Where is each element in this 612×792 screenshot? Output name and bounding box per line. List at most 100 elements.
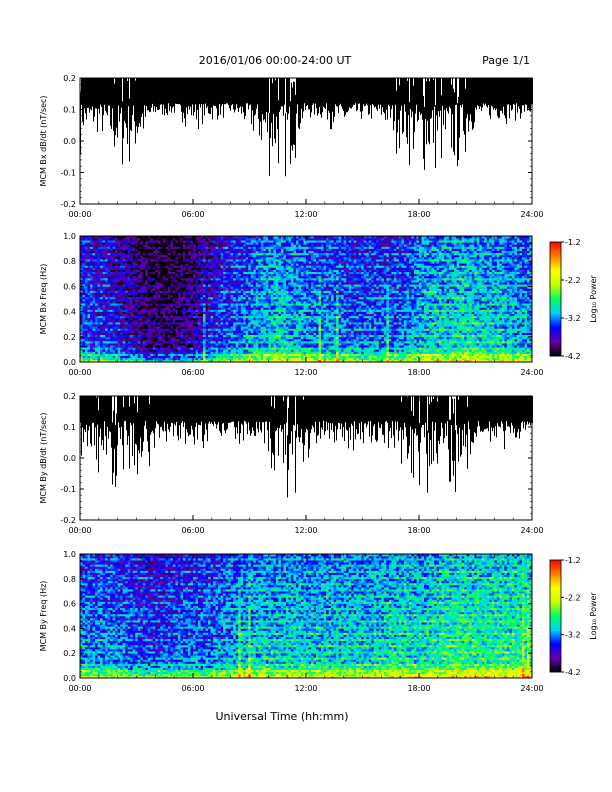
spectrogram-cell — [133, 322, 136, 324]
spectrogram-cell — [153, 352, 156, 354]
spectrogram-cell — [165, 352, 168, 354]
spectrogram-cell — [150, 286, 153, 288]
spectrogram-cell — [133, 257, 136, 259]
spectrogram-cell — [185, 343, 188, 345]
spectrogram-cell — [135, 328, 138, 330]
spectrogram-cell — [180, 316, 183, 318]
spectrogram-cell — [98, 259, 101, 261]
spectrogram-cell — [98, 297, 101, 299]
spectrogram-cell — [170, 247, 173, 249]
spectrogram-cell — [118, 314, 121, 316]
spectrogram-cell — [100, 268, 103, 270]
spectrogram-cell — [98, 318, 101, 320]
spectrogram-cell — [163, 284, 166, 286]
spectrogram-cell — [163, 356, 166, 358]
spectrogram-cell — [98, 244, 101, 246]
spectrogram-cell — [128, 255, 131, 257]
spectrogram-cell — [113, 310, 116, 312]
spectrogram-cell — [130, 301, 133, 303]
spectrogram-cell — [88, 265, 91, 267]
spectrogram-cell — [170, 293, 173, 295]
spectrogram-cell — [133, 301, 136, 303]
spectrogram-cell — [85, 276, 88, 278]
spectrogram-cell — [185, 272, 188, 274]
spectrogram-cell — [95, 257, 98, 259]
spectrogram-cell — [85, 257, 88, 259]
spectrogram-cell — [165, 247, 168, 249]
spectrogram-cell — [178, 265, 181, 267]
spectrogram-cell — [145, 244, 148, 246]
spectrogram-cell — [185, 349, 188, 351]
spectrogram-cell — [123, 238, 126, 240]
spectrogram-cell — [118, 333, 121, 335]
spectrogram-cell — [148, 305, 151, 307]
spectrogram-cell — [175, 276, 178, 278]
spectrogram-cell — [138, 324, 141, 326]
spectrogram-cell — [148, 259, 151, 261]
spectrogram-cell — [133, 270, 136, 272]
spectrogram-cell — [120, 339, 123, 341]
spectrogram-cell — [108, 356, 111, 358]
spectrogram-cell — [95, 259, 98, 261]
spectrogram-cell — [113, 253, 116, 255]
spectrogram-cell — [108, 240, 111, 242]
spectrogram-cell — [108, 345, 111, 347]
spectrogram-cell — [143, 316, 146, 318]
spectrogram-cell — [123, 253, 126, 255]
spectrogram-cell — [108, 291, 111, 293]
spectrogram-cell — [113, 312, 116, 314]
spectrogram-cell — [103, 305, 106, 307]
spectrogram-cell — [98, 291, 101, 293]
spectrogram-cell — [88, 284, 91, 286]
spectrogram-cell — [130, 343, 133, 345]
spectrogram-cell — [135, 259, 138, 261]
spectrogram-cell — [148, 255, 151, 257]
spectrogram-cell — [143, 286, 146, 288]
spectrogram-cell — [108, 282, 111, 284]
spectrogram-cell — [110, 305, 113, 307]
spectrogram-cell — [110, 265, 113, 267]
spectrogram-cell — [158, 316, 161, 318]
spectrogram-cell — [108, 349, 111, 351]
spectrogram-cell — [100, 354, 103, 356]
spectrogram-cell — [83, 238, 86, 240]
spectrogram-cell — [108, 326, 111, 328]
spectrogram-cell — [128, 307, 131, 309]
spectrogram-cell — [148, 272, 151, 274]
spectrogram-cell — [95, 347, 98, 349]
spectrogram-cell — [128, 244, 131, 246]
spectrogram-cell — [158, 352, 161, 354]
spectrogram-cell — [98, 305, 101, 307]
spectrogram-cell — [130, 337, 133, 339]
spectrogram-cell — [115, 265, 118, 267]
spectrogram-cell — [150, 343, 153, 345]
spectrogram-cell — [140, 293, 143, 295]
spectrogram-cell — [90, 261, 93, 263]
spectrogram-cell — [98, 307, 101, 309]
spectrogram-cell — [160, 263, 163, 265]
spectrogram-cell — [180, 326, 183, 328]
spectrogram-cell — [158, 341, 161, 343]
spectrogram-cell — [118, 259, 121, 261]
spectrogram-cell — [120, 280, 123, 282]
spectrogram-cell — [145, 326, 148, 328]
spectrogram-cell — [113, 270, 116, 272]
spectrogram-cell — [103, 333, 106, 335]
spectrogram-cell — [95, 251, 98, 253]
spectrogram-cell — [140, 274, 143, 276]
spectrogram-cell — [140, 263, 143, 265]
spectrogram-cell — [143, 312, 146, 314]
spectrogram-cell — [108, 322, 111, 324]
spectrogram-cell — [178, 333, 181, 335]
spectrogram-cell — [153, 316, 156, 318]
spectrogram-cell — [88, 326, 91, 328]
spectrogram-cell — [135, 307, 138, 309]
spectrogram-cell — [120, 242, 123, 244]
spectrogram-cell — [135, 289, 138, 291]
spectrogram-cell — [100, 270, 103, 272]
spectrogram-cell — [158, 339, 161, 341]
spectrogram-cell — [148, 268, 151, 270]
spectrogram-cell — [100, 259, 103, 261]
spectrogram-cell — [115, 354, 118, 356]
spectrogram-cell — [85, 352, 88, 354]
